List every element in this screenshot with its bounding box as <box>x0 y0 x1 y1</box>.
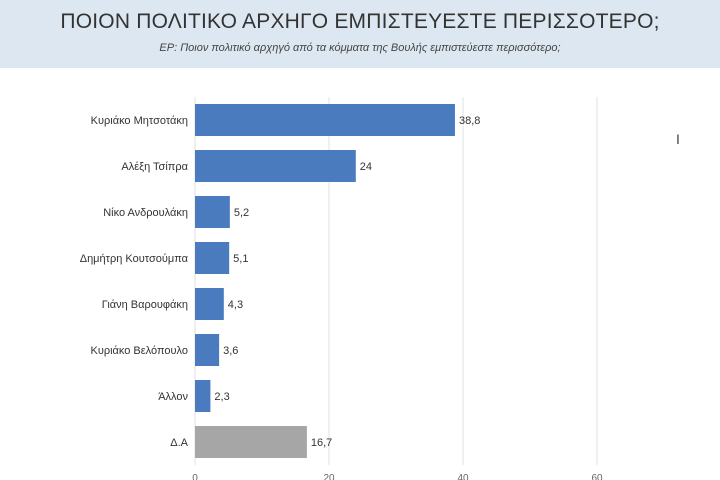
category-label: Νίκο Ανδρουλάκη <box>103 207 188 219</box>
data-label: 5,1 <box>233 253 248 265</box>
bar <box>195 334 220 366</box>
bar <box>195 242 230 274</box>
x-tick-label: 40 <box>457 473 469 480</box>
category-label: Κυριάκο Βελόπουλο <box>90 345 188 357</box>
data-label: 5,2 <box>234 207 249 219</box>
category-label: Άλλον <box>158 391 188 403</box>
x-tick-label: 0 <box>192 473 198 480</box>
category-label: Αλέξη Τσίπρα <box>121 161 188 173</box>
bar <box>195 380 211 412</box>
data-label: 38,8 <box>459 115 480 127</box>
bar <box>195 288 224 320</box>
data-label: 16,7 <box>311 437 332 449</box>
category-label: Κυριάκο Μητσοτάκη <box>91 115 188 127</box>
data-label: 24 <box>360 161 372 173</box>
data-label: 3,6 <box>223 345 238 357</box>
category-label: Δ.Α <box>170 437 188 449</box>
bar <box>195 426 307 458</box>
header-band: ΠΟΙΟΝ ΠΟΛΙΤΙΚΟ ΑΡΧΗΓΟ ΕΜΠΙΣΤΕΥΕΣΤΕ ΠΕΡΙΣ… <box>0 0 720 68</box>
x-tick-label: 60 <box>591 473 603 480</box>
text-cursor-icon: I <box>676 131 680 147</box>
chart-subtitle: ΕΡ: Ποιον πολιτικό αρχηγό από τα κόμματα… <box>159 42 561 54</box>
data-label: 2,3 <box>214 391 229 403</box>
category-label: Γιάνη Βαρουφάκη <box>102 299 188 311</box>
category-label: Δημήτρη Κουτσούμπα <box>80 253 189 265</box>
chart-title: ΠΟΙΟΝ ΠΟΛΙΤΙΚΟ ΑΡΧΗΓΟ ΕΜΠΙΣΤΕΥΕΣΤΕ ΠΕΡΙΣ… <box>60 10 660 33</box>
bar <box>195 150 356 182</box>
bar <box>195 196 230 228</box>
data-label: 4,3 <box>228 299 243 311</box>
bar <box>195 104 455 136</box>
x-tick-label: 20 <box>323 473 335 480</box>
